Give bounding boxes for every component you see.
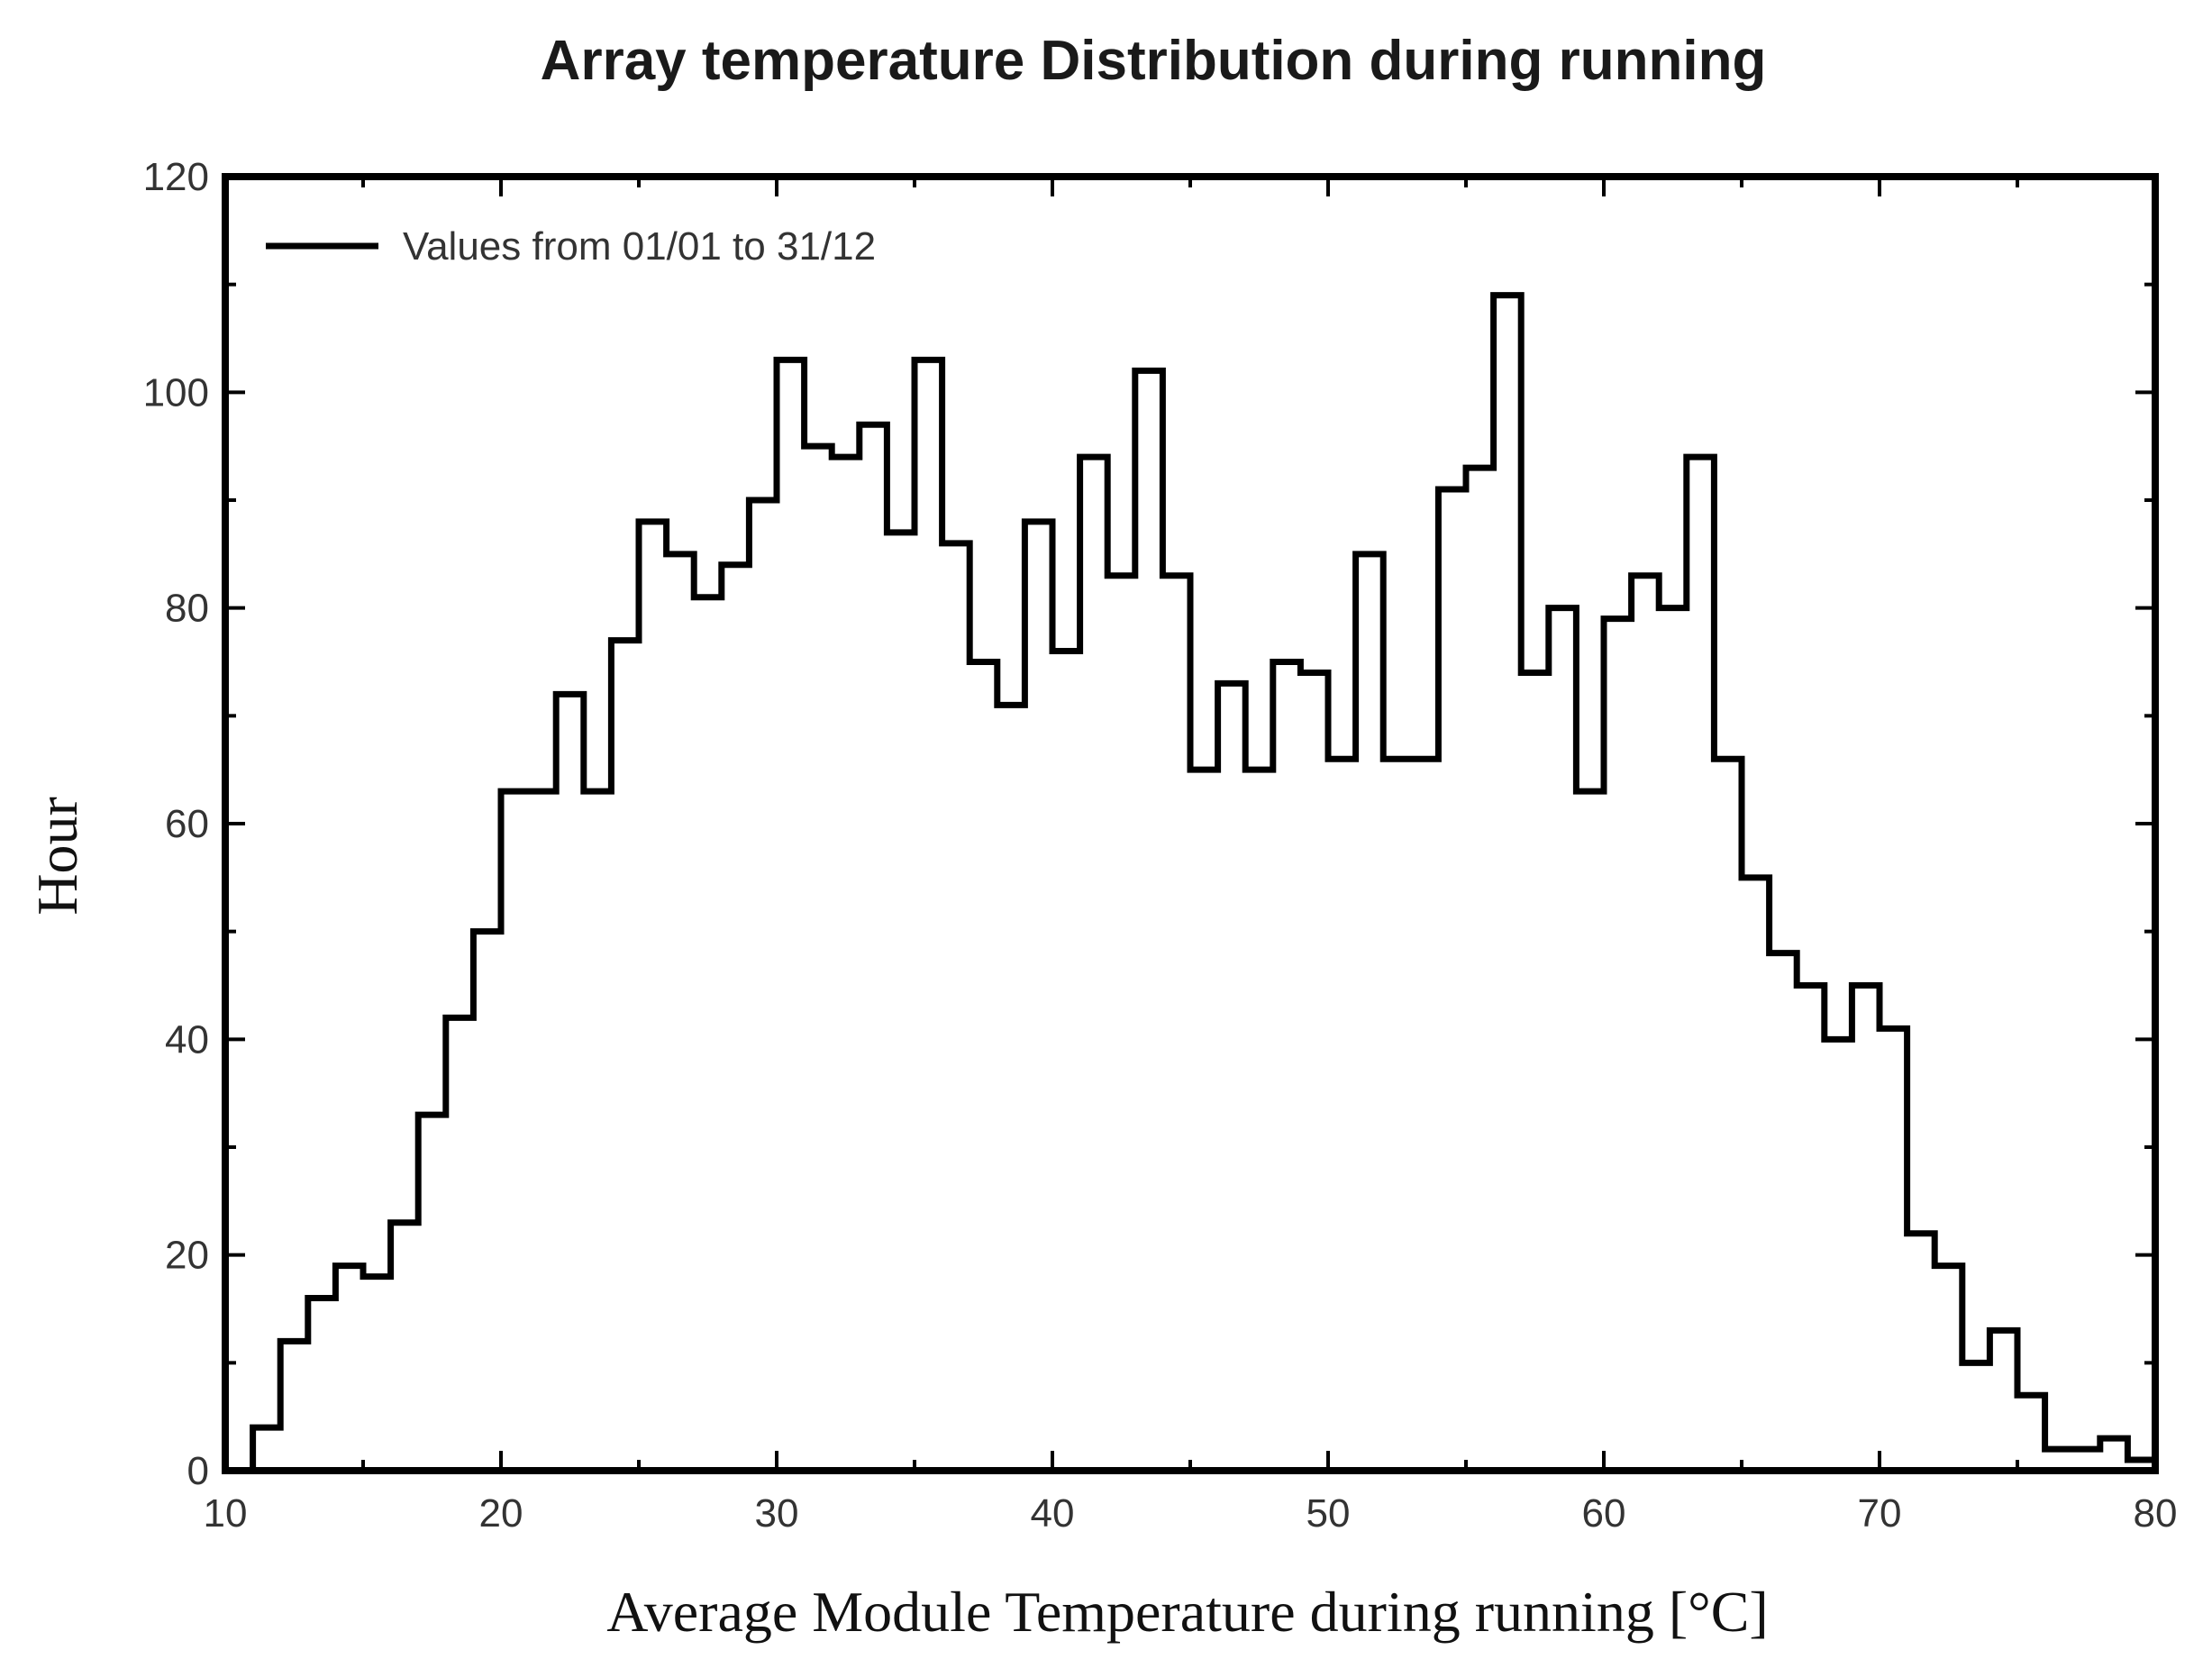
histogram-outline bbox=[250, 292, 2159, 1471]
histogram-bin bbox=[1218, 683, 1246, 1471]
histogram-bin bbox=[1245, 770, 1273, 1471]
x-tick-label: 20 bbox=[479, 1491, 523, 1536]
histogram-bin bbox=[501, 791, 529, 1471]
y-tick-label: 40 bbox=[165, 1017, 209, 1062]
y-tick-label: 100 bbox=[143, 370, 209, 415]
histogram-bin bbox=[1770, 953, 1798, 1471]
histogram-bin bbox=[391, 1223, 419, 1471]
histogram-bin bbox=[1549, 608, 1577, 1471]
histogram-bin bbox=[1852, 986, 1880, 1472]
histogram-bin bbox=[253, 1427, 281, 1471]
histogram-bin bbox=[280, 1341, 308, 1471]
histogram-bin bbox=[887, 533, 915, 1471]
histogram-bin bbox=[832, 457, 860, 1471]
y-tick-label: 0 bbox=[187, 1449, 209, 1493]
histogram-bin bbox=[1576, 791, 1604, 1471]
histogram-bin bbox=[749, 500, 777, 1471]
x-tick-label: 30 bbox=[755, 1491, 799, 1536]
x-tick-label: 80 bbox=[2134, 1491, 2178, 1536]
plot-frame bbox=[222, 173, 2159, 1474]
histogram-bin bbox=[1438, 489, 1466, 1471]
histogram-bin bbox=[473, 932, 501, 1471]
histogram-bin bbox=[1190, 770, 1218, 1471]
y-tick-label: 80 bbox=[165, 587, 209, 631]
histogram-bin bbox=[1797, 986, 1825, 1472]
histogram-bin bbox=[1411, 759, 1439, 1471]
histogram-bin bbox=[1687, 457, 1715, 1471]
histogram-bin bbox=[1659, 608, 1687, 1471]
histogram-bin bbox=[1356, 554, 1384, 1471]
histogram-bin bbox=[1962, 1363, 1990, 1471]
histogram-bin bbox=[1024, 522, 1052, 1471]
histogram-bin bbox=[418, 1115, 446, 1471]
histogram-bin bbox=[1907, 1234, 1935, 1471]
x-tick-label: 50 bbox=[1306, 1491, 1351, 1536]
histogram-bin bbox=[1934, 1266, 1962, 1471]
histogram-bin bbox=[1080, 457, 1108, 1471]
histogram-bin bbox=[1494, 296, 1522, 1471]
histogram-bin bbox=[363, 1277, 391, 1471]
histogram-bin bbox=[1328, 759, 1356, 1471]
histogram-bin bbox=[1107, 576, 1135, 1471]
x-tick-label: 40 bbox=[1031, 1491, 1075, 1536]
y-axis-label: Hour bbox=[25, 797, 89, 916]
histogram-bin bbox=[1604, 619, 1632, 1471]
histogram-bin bbox=[1742, 878, 1770, 1471]
histogram-bin bbox=[1273, 662, 1301, 1472]
x-tick-label: 70 bbox=[1858, 1491, 1902, 1536]
histogram-bin bbox=[915, 360, 942, 1471]
histogram-bin bbox=[1880, 1028, 1907, 1471]
histogram-bin bbox=[1300, 672, 1328, 1471]
histogram-bin bbox=[335, 1266, 363, 1471]
histogram-bin bbox=[1383, 759, 1411, 1471]
y-tick-label: 120 bbox=[143, 155, 209, 199]
x-tick-label: 60 bbox=[1582, 1491, 1626, 1536]
histogram-bin bbox=[639, 522, 667, 1471]
legend: Values from 01/01 to 31/12 bbox=[266, 224, 876, 269]
tick-labels: 10 20 30 40 50 60 70 80 0 20 40 60 80 100 120 bbox=[143, 155, 2178, 1536]
histogram-bin bbox=[556, 694, 584, 1471]
histogram-bin bbox=[1052, 652, 1080, 1471]
histogram-bin bbox=[722, 565, 750, 1471]
histogram-bin bbox=[997, 705, 1025, 1471]
histogram-bin bbox=[969, 662, 997, 1472]
y-tick-label: 60 bbox=[165, 802, 209, 846]
histogram-bin bbox=[584, 791, 612, 1471]
histogram-bin bbox=[308, 1299, 336, 1471]
histogram-bin bbox=[2017, 1395, 2045, 1471]
histogram-bin bbox=[446, 1017, 474, 1471]
histogram-bin bbox=[1825, 1039, 1852, 1471]
histogram-bin bbox=[2100, 1438, 2128, 1471]
histogram-bin bbox=[805, 446, 833, 1471]
legend-label: Values from 01/01 to 31/12 bbox=[403, 224, 876, 269]
histogram-bin bbox=[1632, 576, 1660, 1471]
x-tick-label: 10 bbox=[204, 1491, 248, 1536]
histogram-bin bbox=[777, 360, 805, 1471]
histogram-bars bbox=[253, 296, 2155, 1471]
histogram-bin bbox=[1466, 468, 1494, 1471]
histogram-bin bbox=[1135, 370, 1163, 1471]
histogram-bin bbox=[611, 641, 639, 1471]
y-tick-label: 20 bbox=[165, 1234, 209, 1278]
histogram-bin bbox=[1162, 576, 1190, 1471]
histogram-bin bbox=[667, 554, 695, 1471]
histogram-bin bbox=[694, 597, 722, 1471]
histogram-bin bbox=[1714, 759, 1742, 1471]
histogram-bin bbox=[1989, 1330, 2017, 1471]
chart-title: Array temperature Distribution during ru… bbox=[541, 30, 1767, 92]
histogram-bin bbox=[860, 424, 888, 1471]
histogram-bin bbox=[529, 791, 557, 1471]
histogram-bin bbox=[942, 543, 970, 1471]
x-axis-label: Average Module Temperature during runnin… bbox=[606, 1580, 1768, 1644]
histogram-bin bbox=[1521, 672, 1549, 1471]
